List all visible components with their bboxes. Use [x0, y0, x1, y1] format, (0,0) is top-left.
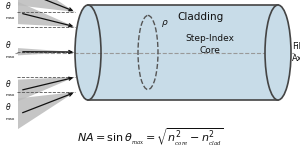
Polygon shape [18, 77, 75, 101]
Polygon shape [18, 48, 75, 55]
Text: $\theta$: $\theta$ [5, 101, 11, 112]
Text: max: max [6, 16, 15, 20]
Ellipse shape [265, 5, 291, 100]
Text: $NA = \sin\theta_{_{\mathregular{max}}} = \sqrt{n^2_{_{\mathregular{core}}} - n^: $NA = \sin\theta_{_{\mathregular{max}}} … [77, 126, 223, 148]
Text: max: max [6, 93, 15, 97]
Text: Fiber
Axis: Fiber Axis [292, 42, 300, 63]
Polygon shape [18, 2, 75, 27]
Ellipse shape [75, 5, 101, 100]
Polygon shape [18, 92, 75, 129]
Text: $\rho$: $\rho$ [161, 18, 169, 29]
Polygon shape [18, 0, 75, 12]
Text: Step-Index
Core: Step-Index Core [185, 34, 235, 55]
Text: Cladding: Cladding [177, 12, 223, 22]
Polygon shape [88, 5, 278, 100]
Text: $\theta$: $\theta$ [5, 78, 11, 89]
Text: max: max [6, 117, 15, 121]
Text: $\theta$: $\theta$ [5, 0, 11, 12]
Text: max: max [6, 55, 15, 59]
Text: $\theta$: $\theta$ [5, 39, 11, 50]
